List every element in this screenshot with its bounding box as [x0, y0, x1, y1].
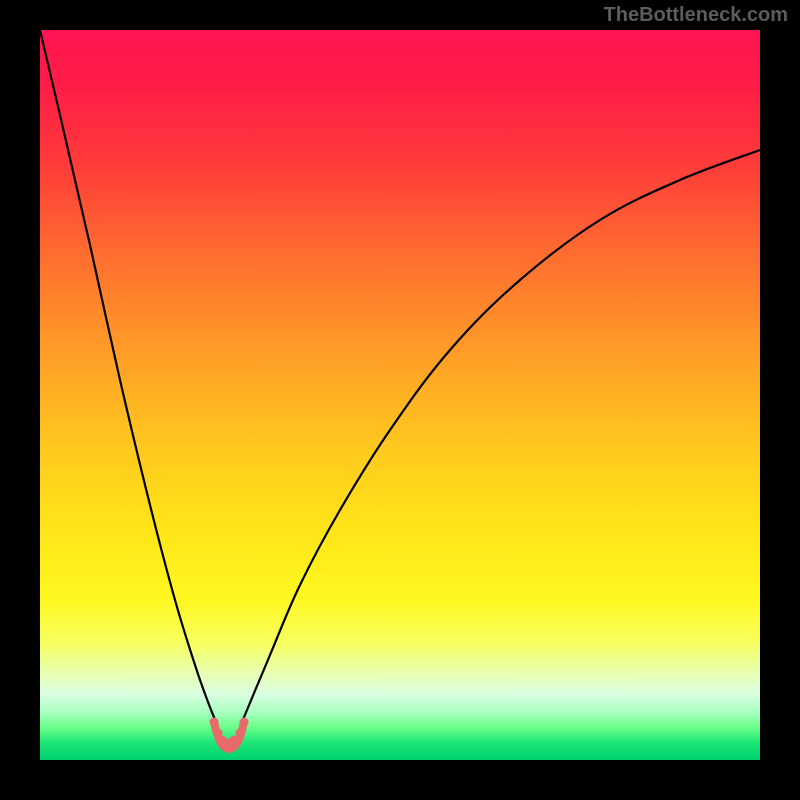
well-dot — [240, 718, 249, 727]
well-dot — [230, 736, 239, 745]
chart-container: TheBottleneck.com — [0, 0, 800, 800]
watermark-text: TheBottleneck.com — [604, 4, 788, 27]
chart-svg — [0, 0, 800, 800]
plot-area — [40, 30, 760, 760]
well-dot — [210, 718, 219, 727]
well-dot — [236, 729, 245, 738]
